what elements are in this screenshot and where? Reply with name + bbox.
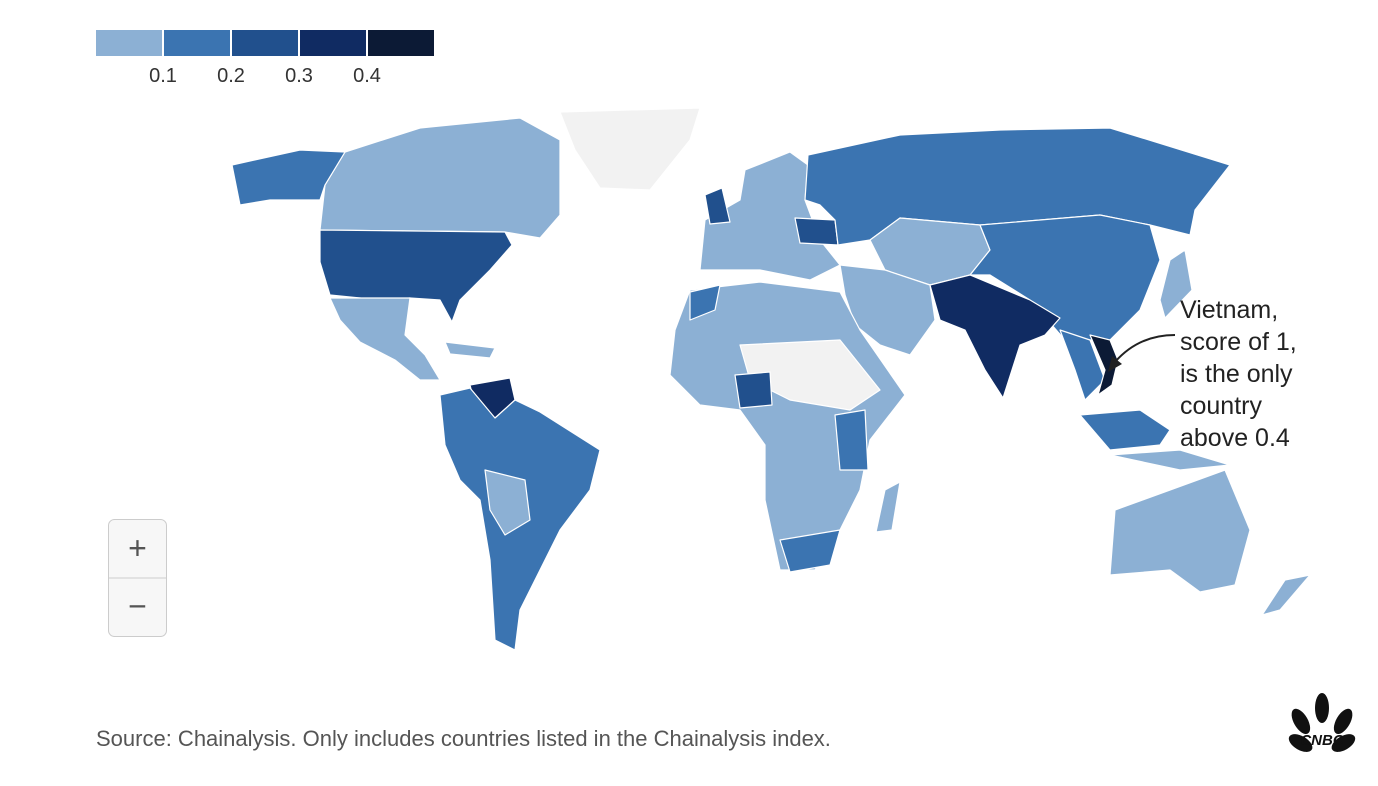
- zoom-in-label: +: [128, 530, 147, 566]
- legend-swatch: [232, 30, 298, 56]
- annotation-line: Vietnam,: [1180, 296, 1278, 324]
- region: [1109, 469, 1251, 593]
- legend-label: 0.1: [149, 65, 177, 87]
- logo-peacock: [1288, 693, 1356, 752]
- annotation-line: country: [1180, 392, 1262, 420]
- legend-swatch: [300, 30, 366, 56]
- legend-label: 0.3: [285, 65, 313, 87]
- region: [319, 117, 561, 239]
- region: [484, 469, 531, 536]
- annotation-arrow: [1114, 334, 1176, 363]
- region: [559, 107, 701, 191]
- region: [834, 409, 869, 471]
- region: [794, 217, 839, 246]
- region: [1079, 409, 1171, 451]
- annotation-line: is the only: [1180, 360, 1293, 388]
- legend-swatch: [96, 30, 162, 56]
- region: [1261, 574, 1311, 616]
- legend: 0.1 0.2 0.3 0.4: [96, 30, 434, 87]
- region: [1089, 334, 1119, 396]
- region: [734, 371, 773, 409]
- logo-text: CNBC: [1300, 732, 1344, 749]
- region: [231, 149, 346, 206]
- region: [1109, 449, 1231, 471]
- legend-label: 0.4: [353, 65, 381, 87]
- region: [1059, 329, 1106, 401]
- annotation-line: score of 1,: [1180, 328, 1297, 356]
- annotation: Vietnam, score of 1, is the only country abo…: [1180, 296, 1297, 452]
- region: [779, 529, 841, 573]
- region: [929, 274, 1061, 399]
- annotation-line: above 0.4: [1180, 424, 1290, 452]
- zoom-control: + −: [108, 519, 167, 637]
- legend-swatch: [164, 30, 230, 56]
- legend-swatch: [368, 30, 434, 56]
- map-regions: [231, 107, 1311, 651]
- annotation-arrowhead: [1108, 356, 1122, 372]
- region: [875, 481, 901, 533]
- region: [329, 297, 441, 381]
- region: [319, 229, 513, 323]
- region: [839, 264, 936, 356]
- logo: CNBC: [1288, 693, 1356, 752]
- region: [1159, 249, 1193, 319]
- region: [689, 284, 721, 321]
- region: [704, 187, 731, 225]
- zoom-out-label: −: [128, 588, 147, 624]
- source-note: Source: Chainalysis. Only includes count…: [96, 726, 831, 751]
- legend-label: 0.2: [217, 65, 245, 87]
- region: [444, 341, 496, 359]
